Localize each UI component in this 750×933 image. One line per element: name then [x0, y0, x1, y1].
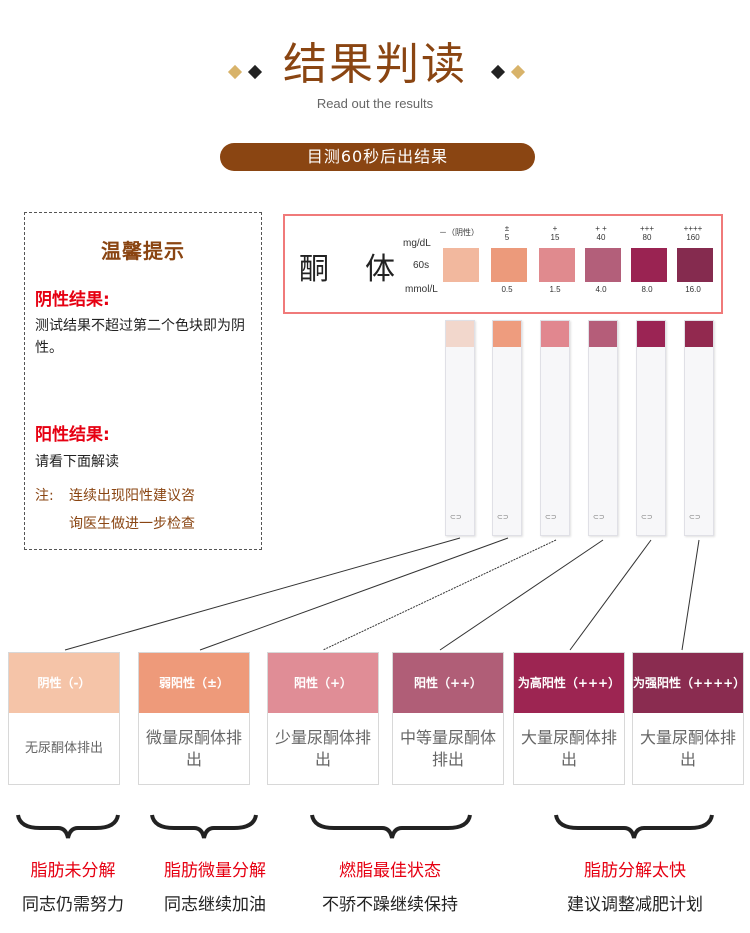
result-card-head: 弱阳性（±） [139, 653, 249, 713]
result-card-body: 微量尿酮体排出 [145, 728, 242, 769]
negative-label: 阴性结果: [35, 290, 110, 310]
level-sym: ++++ 160 [683, 224, 703, 242]
negative-text: 测试结果不超过第二个色块即为阴性。 [35, 318, 245, 356]
level-mmol: 4.0 [595, 285, 607, 294]
level-sym: +15 [550, 224, 560, 242]
strip-pad [637, 321, 665, 347]
result-advice: 不骄不躁继续保持 [322, 895, 458, 915]
color-swatch [585, 248, 621, 282]
test-strip: ⊂⊃ [492, 320, 522, 536]
result-status: 脂肪未分解 [30, 861, 116, 881]
unit-time: 60s [413, 260, 430, 271]
positive-label: 阳性结果: [35, 425, 110, 445]
result-card-head: 为高阳性（+++） [514, 653, 624, 713]
result-status: 脂肪分解太快 [584, 861, 686, 881]
level-sym: ±5 [504, 224, 510, 242]
brace-icon [310, 814, 472, 839]
tips-title: 温馨提示 [101, 239, 185, 263]
result-card: 阳性（+） 少量尿酮体排出 [267, 652, 379, 785]
result-card-head: 阳性（+） [268, 653, 378, 713]
strip-pad [541, 321, 569, 347]
level-mmol: 8.0 [641, 285, 653, 294]
strip-mark: ⊂⊃ [593, 513, 605, 521]
level-sym: + +40 [595, 224, 607, 242]
result-advice: 建议调整减肥计划 [567, 895, 703, 915]
strip-mark: ⊂⊃ [497, 513, 509, 521]
connector-line [199, 537, 509, 651]
brace-icon [16, 814, 120, 839]
brace-icon [554, 814, 714, 839]
result-card: 阴性（-） 无尿酮体排出 [8, 652, 120, 785]
level-sym: －（阴性） [439, 228, 479, 237]
note-prefix: 注: [35, 488, 54, 504]
result-card-head: 为强阳性（++++） [633, 653, 745, 713]
result-card-body: 无尿酮体排出 [24, 741, 103, 756]
note-line-2: 询医生做进一步检查 [69, 516, 195, 532]
result-card: 为强阳性（++++） 大量尿酮体排出 [632, 652, 745, 785]
note-line-1: 连续出现阳性建议咨 [69, 488, 195, 504]
result-card-body: 少量尿酮体排出 [274, 728, 371, 769]
level-mmol: 16.0 [685, 285, 701, 294]
result-card-head: 阳性（++） [393, 653, 503, 713]
result-card-body: 大量尿酮体排出 [520, 728, 617, 769]
strip-pad [589, 321, 617, 347]
result-card: 弱阳性（±） 微量尿酮体排出 [138, 652, 250, 785]
strip-mark: ⊂⊃ [450, 513, 462, 521]
level-mmol: 0.5 [501, 285, 513, 294]
level-sym: +++ 80 [639, 224, 654, 242]
result-advice: 同志继续加油 [164, 895, 266, 915]
test-strip: ⊂⊃ [588, 320, 618, 536]
connector-line [439, 539, 604, 651]
strip-pad [685, 321, 713, 347]
color-swatch [491, 248, 527, 282]
connector-line [569, 539, 652, 651]
color-swatch [631, 248, 667, 282]
unit-mmol: mmol/L [405, 284, 438, 295]
result-card-body: 大量尿酮体排出 [639, 728, 736, 769]
color-swatch [539, 248, 575, 282]
strip-pad [493, 321, 521, 347]
result-advice: 同志仍需努力 [22, 895, 124, 915]
brace-icon [150, 814, 258, 839]
connector-line [64, 537, 461, 651]
header: 结果判读 Read out the results [0, 0, 750, 120]
tips-box: 温馨提示 阴性结果: 测试结果不超过第二个色块即为阴性。 阳性结果: 请看下面解… [24, 212, 262, 550]
page-subtitle: Read out the results [316, 96, 434, 111]
strip-pad [446, 321, 474, 347]
test-strip: ⊂⊃ [540, 320, 570, 536]
positive-text: 请看下面解读 [35, 454, 119, 470]
result-card: 为高阳性（+++） 大量尿酮体排出 [513, 652, 625, 785]
strip-mark: ⊂⊃ [641, 513, 653, 521]
connector-line [681, 539, 700, 651]
color-chart: 酮体 mg/dL 60s mmol/L －（阴性） ±5 0.5 +15 1.5… [283, 214, 723, 314]
strip-mark: ⊂⊃ [545, 513, 557, 521]
strip-mark: ⊂⊃ [689, 513, 701, 521]
test-strip: ⊂⊃ [684, 320, 714, 536]
connector-line [322, 539, 557, 651]
color-swatch [677, 248, 713, 282]
level-mmol: 1.5 [549, 285, 561, 294]
color-swatch [443, 248, 479, 282]
unit-mg: mg/dL [403, 238, 431, 249]
result-card-head: 阴性（-） [9, 653, 119, 713]
instruction-banner: 目测60秒后出结果 [220, 143, 535, 171]
result-card: 阳性（++） 中等量尿酮体排出 [392, 652, 504, 785]
page-title: 结果判读 [283, 39, 467, 90]
chart-name: 酮体 [299, 252, 431, 287]
result-card-body: 中等量尿酮体排出 [399, 728, 496, 769]
test-strip: ⊂⊃ [636, 320, 666, 536]
test-strip: ⊂⊃ [445, 320, 475, 536]
result-status: 脂肪微量分解 [164, 861, 266, 881]
result-status: 燃脂最佳状态 [339, 861, 441, 881]
